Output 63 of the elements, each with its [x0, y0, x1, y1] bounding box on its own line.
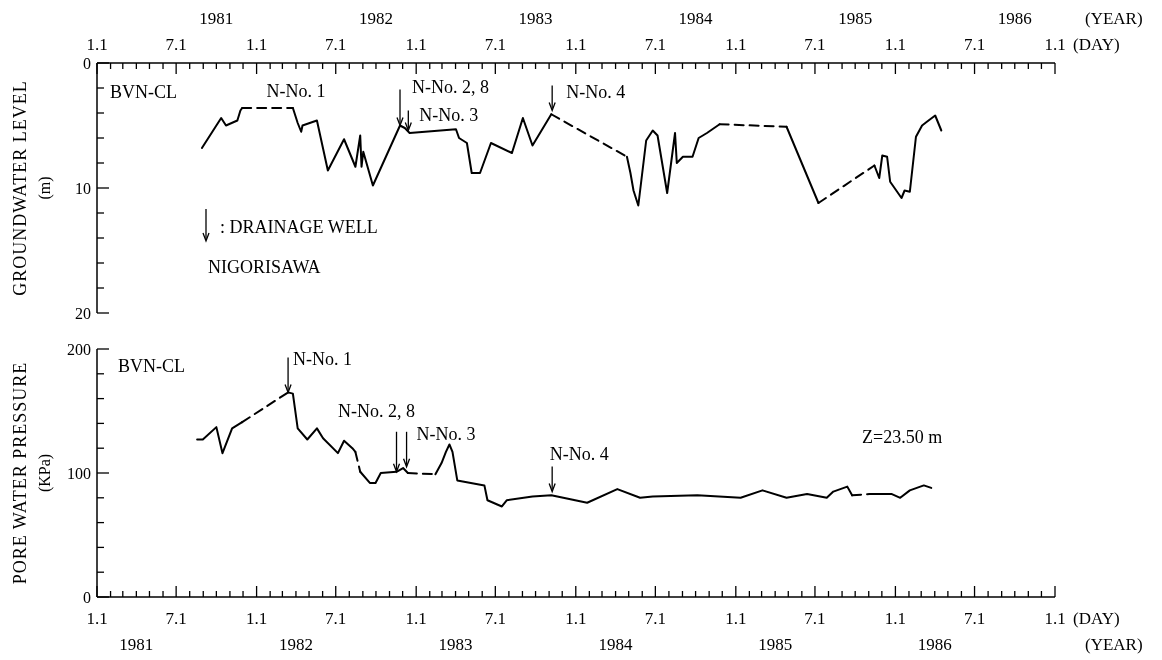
x-tick-label: 1.1: [565, 35, 587, 54]
x-tick-label: 7.1: [963, 609, 986, 628]
x2-tick-label: 1985: [758, 635, 793, 654]
x-tick-label: 7.1: [484, 35, 506, 54]
x2-tick-label: 1985: [838, 9, 873, 28]
x-tick-label: 1.1: [884, 609, 907, 628]
annotation: N-No. 2, 8: [412, 76, 490, 97]
annotation: N-No. 1: [293, 349, 353, 370]
x-tick-label: 1.1: [1044, 609, 1066, 628]
annotation: : DRAINAGE WELL: [220, 217, 378, 237]
annotation: N-No. 2, 8: [338, 400, 416, 421]
y-tick-label: 100: [67, 464, 91, 482]
x2-tick-label: 1986: [917, 635, 952, 654]
x-tick-label: 7.1: [963, 35, 986, 54]
x2-tick-label: 1984: [598, 635, 634, 654]
x2-axis-title: (YEAR): [1085, 9, 1143, 28]
x-tick-label: 7.1: [165, 35, 187, 54]
x2-tick-label: 1981: [119, 635, 154, 654]
x2-tick-label: 1984: [678, 9, 714, 28]
x2-tick-label: 1986: [997, 9, 1032, 28]
x-tick-label: 7.1: [325, 35, 347, 54]
x-tick-label: 1.1: [725, 35, 747, 54]
y-axis-title: PORE WATER PRESSURE (KPa): [10, 361, 54, 585]
y-tick-label: 200: [67, 340, 91, 358]
annotation: Z=23.50 m: [862, 427, 943, 447]
x-tick-label: 1.1: [86, 35, 108, 54]
x-tick-label: 7.1: [484, 609, 506, 628]
x-axis-title: (DAY): [1073, 35, 1120, 54]
x2-tick-label: 1983: [518, 9, 553, 28]
annotation: N-No. 4: [549, 443, 609, 464]
x-tick-label: 7.1: [325, 609, 347, 628]
x2-tick-label: 1982: [278, 635, 313, 654]
y-axis-title: GROUNDWATER LEVEL (m): [10, 80, 54, 296]
x-tick-label: 1.1: [86, 609, 108, 628]
x-axis-title: (DAY): [1073, 609, 1120, 628]
x-tick-label: 1.1: [884, 35, 907, 54]
x-tick-label: 7.1: [804, 35, 826, 54]
x-tick-label: 1.1: [725, 609, 747, 628]
x-tick-label: 1.1: [245, 35, 268, 54]
annotation: N-No. 1: [266, 81, 326, 101]
y-tick-label: 20: [75, 304, 91, 322]
y-tick-label: 0: [83, 588, 91, 606]
x-tick-label: 1.1: [405, 35, 427, 54]
x-tick-label: 1.1: [245, 609, 268, 628]
x2-tick-label: 1983: [438, 635, 473, 654]
x2-tick-label: 1981: [199, 9, 234, 28]
annotation: BVN-CL: [118, 356, 185, 376]
x-tick-label: 7.1: [644, 35, 666, 54]
annotation: NIGORISAWA: [208, 257, 321, 277]
y-tick-label: 10: [75, 179, 91, 197]
x-tick-label: 1.1: [565, 609, 587, 628]
y-tick-label: 0: [83, 54, 91, 72]
x-tick-label: 1.1: [1044, 35, 1066, 54]
x-tick-label: 1.1: [405, 609, 427, 628]
x-tick-label: 7.1: [644, 609, 666, 628]
annotation: N-No. 3: [416, 423, 476, 444]
x-tick-label: 7.1: [165, 609, 187, 628]
annotation: N-No. 4: [566, 81, 626, 102]
x2-tick-label: 1982: [358, 9, 393, 28]
annotation: BVN-CL: [110, 82, 177, 102]
annotation: N-No. 3: [419, 104, 479, 125]
x2-axis-title: (YEAR): [1085, 635, 1143, 654]
x-tick-label: 7.1: [804, 609, 826, 628]
